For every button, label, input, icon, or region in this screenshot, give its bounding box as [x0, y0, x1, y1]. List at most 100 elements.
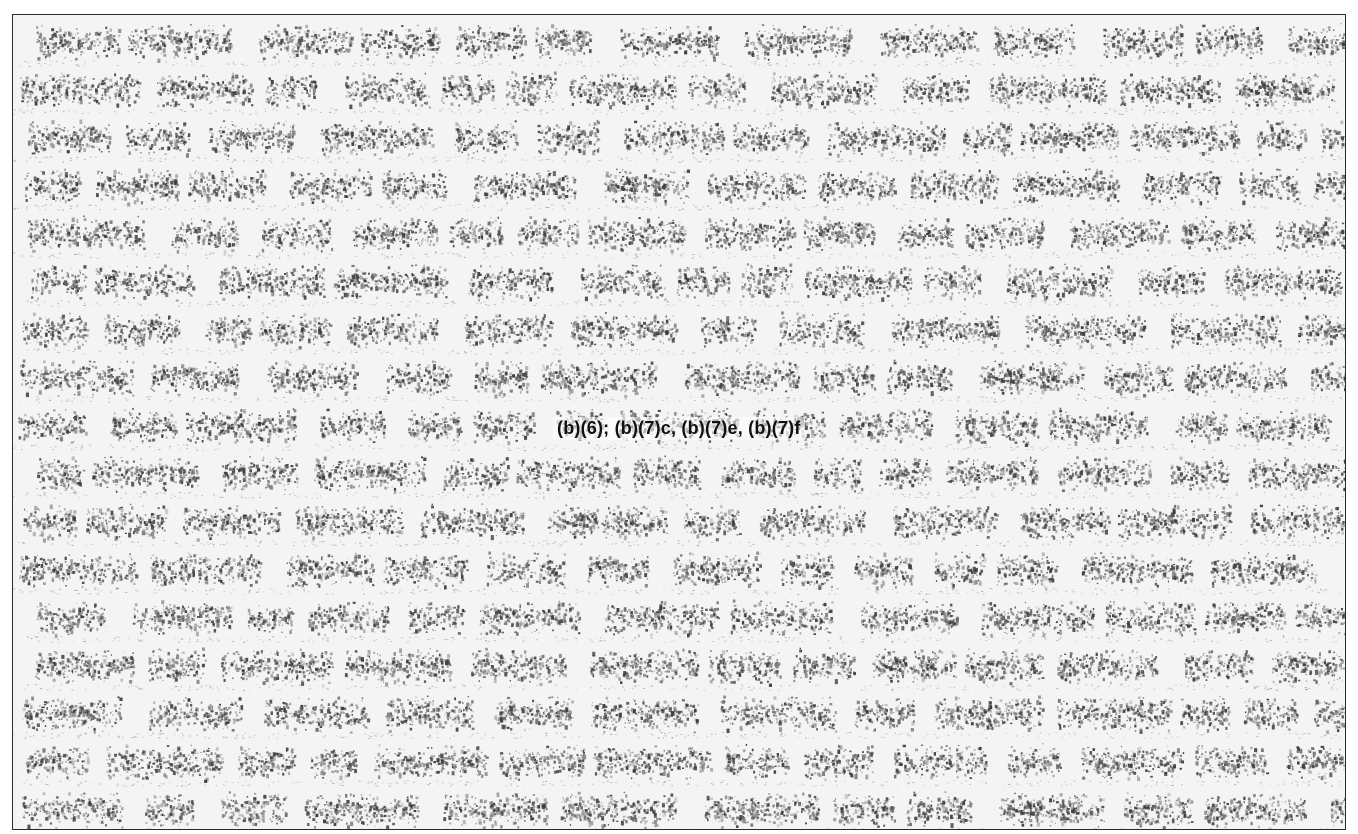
noise-speck [89, 33, 90, 35]
noise-speck [568, 53, 570, 55]
noise-speck [1128, 36, 1130, 38]
noise-speck [297, 65, 299, 66]
noise-speck [1260, 52, 1262, 55]
noise-speck [272, 44, 274, 45]
noise-speck [298, 31, 301, 33]
noise-speck [803, 26, 806, 28]
noise-speck [326, 41, 328, 43]
noise-speck [230, 43, 232, 44]
noise-speck [576, 31, 579, 34]
noise-speck [896, 34, 898, 36]
noise-speck [335, 64, 336, 65]
noise-speck [264, 42, 266, 44]
noise-speck [785, 41, 786, 42]
noise-speck [337, 54, 339, 56]
noise-speck [589, 39, 592, 43]
noise-speck [1214, 40, 1216, 41]
noise-speck [1111, 41, 1113, 43]
noise-speck [563, 30, 565, 32]
noise-speck [465, 38, 468, 41]
noise-speck [913, 39, 914, 41]
noise-speck [625, 44, 628, 47]
noise-speck [999, 30, 1001, 32]
noise-speck [764, 31, 765, 32]
noise-speck [290, 36, 292, 38]
noise-speck [666, 29, 667, 31]
noise-speck [60, 46, 61, 47]
noise-speck [811, 47, 812, 49]
noise-speck [941, 44, 943, 46]
noise-speck [1309, 39, 1311, 42]
noise-speck [940, 32, 942, 34]
noise-speck [70, 38, 71, 39]
noise-speck [960, 27, 963, 29]
noise-speck [886, 42, 888, 45]
noise-speck [1176, 31, 1178, 33]
noise-speck [767, 41, 770, 43]
noise-speck [994, 26, 996, 29]
noise-speck [514, 30, 515, 32]
noise-speck [480, 40, 482, 42]
noise-speck [898, 65, 899, 66]
noise-speck [378, 53, 380, 55]
noise-speck [495, 49, 496, 50]
noise-speck [134, 30, 135, 31]
noise-speck [346, 32, 348, 34]
noise-speck [133, 36, 135, 37]
noise-speck [669, 43, 671, 46]
noise-speck [1149, 31, 1150, 32]
noise-speck [685, 40, 687, 43]
noise-speck [99, 42, 101, 44]
noise-speck [684, 50, 687, 54]
noise-speck [889, 30, 892, 32]
noise-speck [929, 46, 930, 47]
noise-speck [577, 36, 580, 40]
noise-speck [752, 41, 753, 43]
noise-speck [891, 47, 893, 50]
noise-speck [361, 62, 363, 63]
noise-speck [546, 65, 548, 66]
noise-speck [928, 50, 930, 53]
noise-speck [653, 63, 654, 64]
noise-speck [1007, 34, 1009, 36]
noise-speck [415, 35, 417, 37]
noise-speck [190, 43, 192, 46]
noise-speck [1153, 47, 1156, 52]
noise-speck [708, 41, 710, 43]
noise-speck [1317, 63, 1319, 64]
noise-speck [1321, 32, 1323, 34]
noise-speck [396, 34, 397, 35]
noise-speck [429, 34, 431, 37]
noise-speck [228, 31, 230, 32]
noise-speck [895, 45, 898, 48]
noise-speck [1123, 37, 1125, 40]
noise-speck [153, 45, 156, 49]
noise-speck [332, 47, 333, 48]
noise-speck [472, 55, 474, 57]
noise-speck [1219, 29, 1221, 31]
noise-speck [832, 51, 833, 52]
noise-speck [261, 52, 263, 53]
noise-speck [39, 35, 41, 37]
noise-speck [1028, 35, 1030, 36]
noise-speck [292, 36, 294, 37]
noise-speck [417, 47, 420, 51]
noise-speck [971, 60, 973, 61]
noise-speck [152, 26, 154, 27]
noise-speck [1140, 32, 1143, 35]
noise-speck [725, 65, 727, 66]
noise-speck [1296, 51, 1298, 54]
noise-speck [367, 58, 369, 60]
noise-speck [561, 47, 564, 50]
noise-speck [590, 65, 592, 66]
noise-speck [1316, 37, 1319, 41]
noise-speck [1012, 51, 1013, 52]
noise-speck [499, 35, 501, 37]
noise-speck [538, 44, 540, 46]
noise-speck [158, 28, 159, 30]
noise-speck [215, 46, 217, 49]
noise-speck [38, 40, 40, 42]
noise-speck [80, 44, 83, 48]
noise-speck [175, 51, 178, 56]
noise-speck [267, 38, 270, 41]
